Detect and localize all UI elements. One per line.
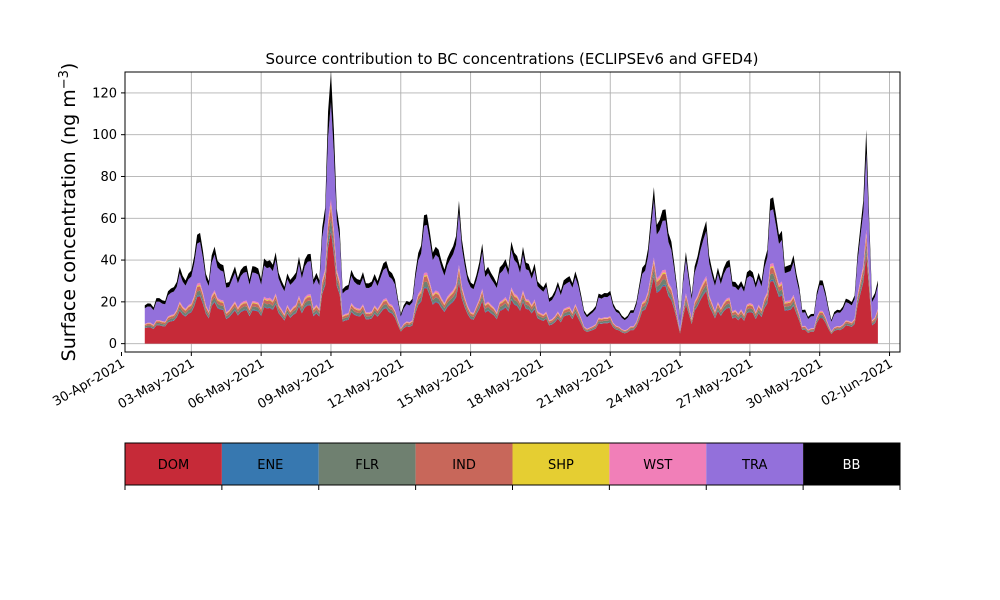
y-tick-label: 0	[109, 337, 117, 352]
x-tick-label: 24-May-2021	[604, 356, 686, 412]
x-tick-label: 21-May-2021	[535, 356, 617, 412]
legend-swatch-ene	[221, 443, 319, 485]
x-tick-label: 12-May-2021	[325, 356, 407, 412]
legend-label-shp: SHP	[548, 458, 574, 473]
x-tick-label: 18-May-2021	[465, 356, 547, 412]
y-tick-label: 120	[92, 86, 117, 101]
legend-swatch-wst	[609, 443, 707, 485]
y-tick-label: 80	[100, 170, 117, 185]
area-dom	[144, 230, 878, 344]
x-tick-label: 09-May-2021	[255, 356, 337, 412]
legend-swatch-bb	[803, 443, 900, 485]
x-tick-label: 30-May-2021	[744, 356, 826, 412]
y-axis-label-main: Surface concentration (ng m	[58, 89, 80, 361]
x-tick-label: 15-May-2021	[395, 356, 477, 412]
y-axis-label: Surface concentration (ng m−3)	[57, 63, 80, 362]
area-layer	[144, 71, 878, 344]
y-axis-label-sup: −3	[57, 70, 72, 89]
y-tick-label: 60	[100, 212, 117, 227]
legend-label-dom: DOM	[158, 458, 189, 473]
plot-frame	[124, 71, 901, 353]
area-tra	[144, 101, 878, 332]
legend-label-wst: WST	[643, 458, 672, 473]
x-axis: 30-Apr-202103-May-202106-May-202109-May-…	[50, 352, 896, 412]
legend-swatch-tra	[706, 443, 804, 485]
x-tick-label: 02-Jun-2021	[819, 356, 896, 409]
y-axis: 0 20 40 60 80 100 120	[92, 86, 125, 352]
legend-swatch-ind	[415, 443, 513, 485]
legend-label-tra: TRA	[741, 458, 767, 473]
x-tick-label: 27-May-2021	[674, 356, 756, 412]
legend-colorbar: DOM ENE FLR IND SHP WST TRA BB	[124, 442, 901, 490]
legend-label-ind: IND	[452, 458, 476, 473]
y-tick-label: 40	[100, 254, 117, 269]
y-tick-label: 20	[100, 295, 117, 310]
legend-label-bb: BB	[843, 458, 861, 473]
legend-swatch-flr	[318, 443, 416, 485]
legend-label-flr: FLR	[355, 458, 379, 473]
x-tick-label: 06-May-2021	[185, 356, 267, 412]
legend-label-ene: ENE	[257, 458, 283, 473]
y-axis-label-end: )	[58, 63, 80, 70]
legend-swatch-shp	[512, 443, 610, 485]
y-tick-label: 100	[92, 128, 117, 143]
chart-title: Source contribution to BC concentrations…	[265, 50, 758, 68]
legend-swatch-dom	[125, 443, 222, 485]
area-bb	[144, 71, 878, 322]
x-tick-label: 03-May-2021	[116, 356, 198, 412]
